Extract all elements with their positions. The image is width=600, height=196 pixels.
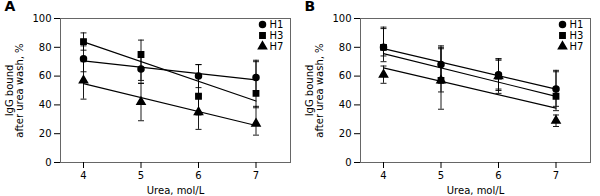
svg-text:4: 4 bbox=[380, 170, 386, 181]
svg-text:7: 7 bbox=[253, 170, 259, 181]
svg-text:60: 60 bbox=[39, 70, 52, 81]
svg-text:4: 4 bbox=[80, 170, 86, 181]
svg-text:H1: H1 bbox=[270, 19, 284, 30]
svg-text:A: A bbox=[5, 0, 16, 14]
svg-text:100: 100 bbox=[332, 13, 351, 24]
svg-text:20: 20 bbox=[39, 128, 52, 139]
svg-text:Urea, mol/L: Urea, mol/L bbox=[447, 185, 505, 196]
svg-text:5: 5 bbox=[438, 170, 444, 181]
svg-text:6: 6 bbox=[495, 170, 501, 181]
svg-text:H3: H3 bbox=[270, 30, 284, 41]
svg-text:6: 6 bbox=[195, 170, 201, 181]
svg-text:60: 60 bbox=[339, 70, 352, 81]
svg-text:IgG boundafter urea wash, %: IgG boundafter urea wash, % bbox=[4, 43, 25, 137]
svg-text:5: 5 bbox=[138, 170, 144, 181]
svg-text:H7: H7 bbox=[270, 41, 284, 52]
svg-text:40: 40 bbox=[339, 99, 352, 110]
svg-text:20: 20 bbox=[339, 128, 352, 139]
svg-text:H7: H7 bbox=[570, 41, 584, 52]
svg-text:Urea, mol/L: Urea, mol/L bbox=[147, 185, 205, 196]
svg-text:40: 40 bbox=[39, 99, 52, 110]
svg-text:80: 80 bbox=[339, 42, 352, 53]
svg-text:H3: H3 bbox=[570, 30, 584, 41]
svg-text:80: 80 bbox=[39, 42, 52, 53]
svg-text:100: 100 bbox=[32, 13, 51, 24]
svg-text:B: B bbox=[305, 0, 316, 14]
svg-text:7: 7 bbox=[553, 170, 559, 181]
svg-text:0: 0 bbox=[345, 157, 351, 168]
svg-text:IgG boundafter urea wash, %: IgG boundafter urea wash, % bbox=[304, 43, 325, 137]
svg-text:0: 0 bbox=[45, 157, 51, 168]
svg-text:H1: H1 bbox=[570, 19, 584, 30]
